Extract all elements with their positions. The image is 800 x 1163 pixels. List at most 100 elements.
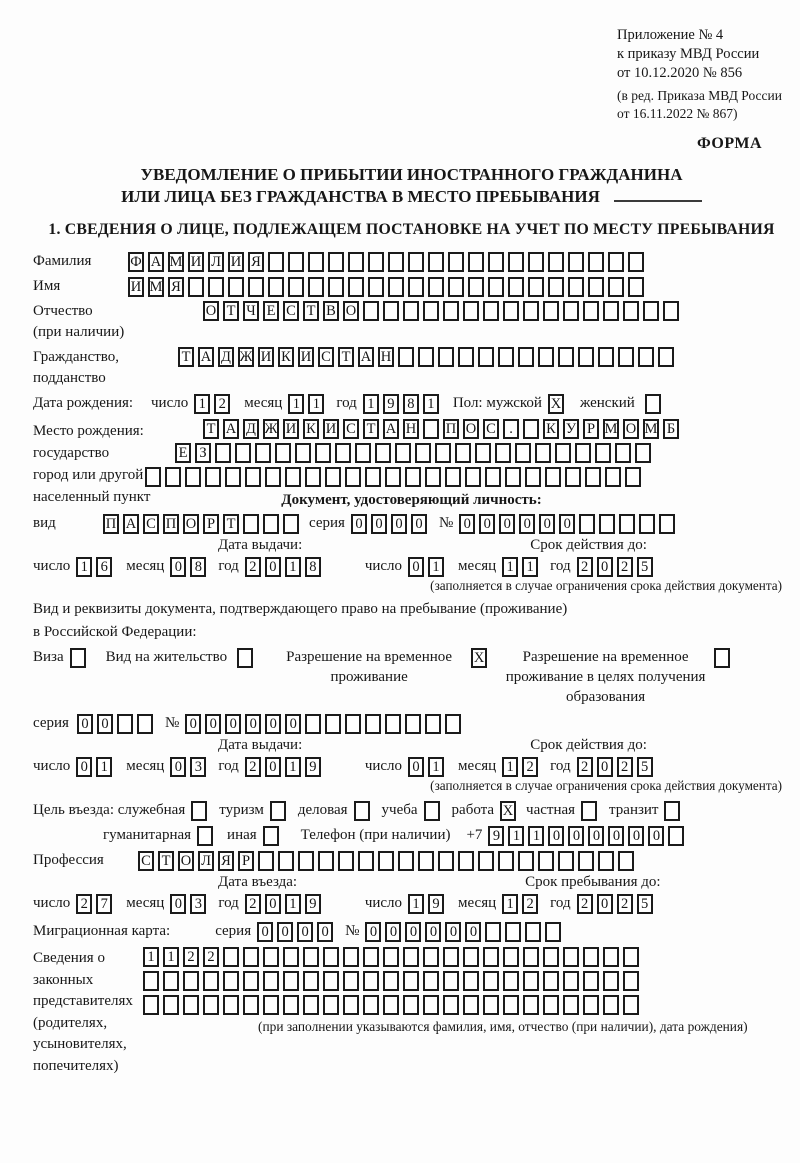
checkbox[interactable] xyxy=(664,800,681,821)
char-box[interactable]: 0 xyxy=(408,756,425,777)
char-box[interactable] xyxy=(563,301,579,321)
char-box[interactable] xyxy=(405,713,422,734)
char-box[interactable] xyxy=(463,995,479,1015)
char-box[interactable]: 0 xyxy=(596,893,613,914)
char-box[interactable] xyxy=(485,467,501,487)
char-box[interactable] xyxy=(365,467,381,487)
char-box[interactable] xyxy=(478,347,494,367)
char-box[interactable]: Н xyxy=(403,419,419,439)
char-box[interactable] xyxy=(255,443,271,463)
char-box[interactable]: О xyxy=(343,301,359,321)
char-box[interactable] xyxy=(518,347,534,367)
checkbox[interactable] xyxy=(714,648,731,668)
char-box[interactable]: 1 xyxy=(408,893,425,914)
char-box[interactable] xyxy=(458,850,474,871)
char-box[interactable]: 5 xyxy=(636,756,653,777)
char-box[interactable] xyxy=(543,971,559,991)
char-box[interactable]: И xyxy=(283,419,299,439)
char-box[interactable] xyxy=(308,276,324,297)
char-box[interactable] xyxy=(383,301,399,321)
char-box[interactable] xyxy=(448,251,464,272)
char-box[interactable] xyxy=(388,276,404,297)
char-box[interactable] xyxy=(483,971,499,991)
char-box[interactable]: И xyxy=(228,251,244,272)
purpose-tourism-checkbox[interactable] xyxy=(269,800,290,821)
sex-male-checkbox[interactable]: X xyxy=(547,393,568,414)
char-box[interactable]: Т xyxy=(338,347,354,367)
char-box[interactable] xyxy=(603,301,619,321)
char-box[interactable] xyxy=(295,443,311,463)
char-box[interactable] xyxy=(463,947,479,967)
char-box[interactable] xyxy=(325,467,341,487)
char-box[interactable] xyxy=(605,467,621,487)
char-box[interactable] xyxy=(468,276,484,297)
char-box[interactable]: Е xyxy=(175,443,191,463)
char-box[interactable]: 0 xyxy=(648,825,665,846)
char-box[interactable] xyxy=(448,276,464,297)
char-box[interactable]: М xyxy=(168,251,184,272)
char-box[interactable] xyxy=(263,513,279,534)
char-box[interactable]: Ч xyxy=(243,301,259,321)
char-box[interactable]: 0 xyxy=(559,513,576,534)
char-box[interactable]: К xyxy=(543,419,559,439)
visa-checkbox[interactable] xyxy=(69,647,90,668)
char-box[interactable] xyxy=(518,850,534,871)
char-box[interactable]: О xyxy=(183,513,199,534)
char-box[interactable] xyxy=(468,251,484,272)
char-box[interactable] xyxy=(398,850,414,871)
char-box[interactable] xyxy=(643,301,659,321)
char-box[interactable]: П xyxy=(443,419,459,439)
char-box[interactable] xyxy=(368,276,384,297)
char-box[interactable]: 0 xyxy=(385,921,402,942)
char-box[interactable]: 2 xyxy=(576,756,593,777)
char-box[interactable]: 8 xyxy=(304,556,321,577)
char-box[interactable]: 2 xyxy=(616,893,633,914)
char-box[interactable] xyxy=(343,995,359,1015)
char-box[interactable] xyxy=(388,251,404,272)
char-box[interactable] xyxy=(423,947,439,967)
char-box[interactable]: С xyxy=(283,301,299,321)
char-box[interactable] xyxy=(485,921,502,942)
purpose-other-checkbox[interactable] xyxy=(262,825,283,846)
char-box[interactable]: 0 xyxy=(170,556,187,577)
char-box[interactable]: 1 xyxy=(508,825,525,846)
char-box[interactable]: 1 xyxy=(288,393,305,414)
char-box[interactable]: Е xyxy=(263,301,279,321)
char-box[interactable] xyxy=(588,251,604,272)
char-box[interactable]: 0 xyxy=(608,825,625,846)
char-box[interactable]: 9 xyxy=(304,893,321,914)
checkbox[interactable] xyxy=(197,825,214,846)
char-box[interactable]: Ж xyxy=(238,347,254,367)
char-box[interactable] xyxy=(488,276,504,297)
char-box[interactable] xyxy=(488,251,504,272)
char-box[interactable] xyxy=(223,947,239,967)
char-box[interactable]: 1 xyxy=(502,756,519,777)
char-box[interactable] xyxy=(268,251,284,272)
checkbox[interactable] xyxy=(423,800,440,821)
char-box[interactable] xyxy=(623,301,639,321)
char-box[interactable] xyxy=(508,276,524,297)
char-box[interactable] xyxy=(523,419,539,439)
char-box[interactable]: 0 xyxy=(277,921,294,942)
char-box[interactable] xyxy=(623,971,639,991)
char-box[interactable] xyxy=(498,347,514,367)
char-box[interactable] xyxy=(578,347,594,367)
char-box[interactable]: Я xyxy=(248,251,264,272)
char-box[interactable]: 0 xyxy=(257,921,274,942)
char-box[interactable] xyxy=(565,467,581,487)
char-box[interactable] xyxy=(528,276,544,297)
char-box[interactable]: 2 xyxy=(244,556,261,577)
char-box[interactable] xyxy=(543,995,559,1015)
char-box[interactable] xyxy=(395,443,411,463)
char-box[interactable]: З xyxy=(195,443,211,463)
